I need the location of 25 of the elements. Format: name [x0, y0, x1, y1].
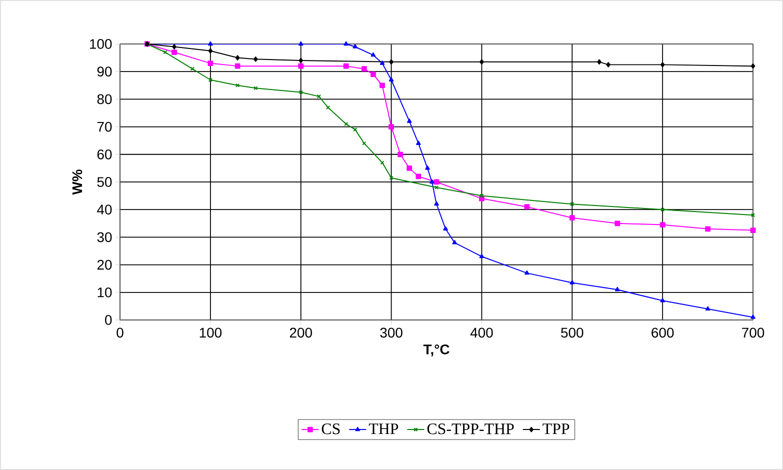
x-tick-label: 300: [380, 328, 402, 338]
y-tick-label: 30: [97, 232, 112, 242]
x-tick-label: 0: [116, 328, 124, 338]
y-tick-label: 20: [97, 260, 112, 270]
y-tick-label: 0: [105, 315, 112, 325]
y-tick-label: 100: [90, 39, 112, 49]
x-tick-label: 600: [652, 328, 674, 338]
x-tick-label: 700: [742, 328, 764, 338]
legend-label: THP: [368, 424, 398, 434]
y-tick-label: 50: [97, 177, 112, 187]
legend-label: CS-TPP-THP: [427, 424, 514, 434]
y-tick-label: 90: [97, 66, 112, 77]
x-tick-label: 200: [290, 328, 312, 338]
x-tick-label: 100: [200, 328, 222, 338]
x-tick-label: 500: [561, 328, 584, 338]
y-tick-label: 80: [97, 94, 112, 104]
x-axis-title: T,°C: [423, 344, 450, 356]
y-tick-label: 10: [98, 287, 112, 298]
y-axis-title: W%: [72, 170, 82, 195]
y-tick-label: 70: [97, 122, 112, 132]
legend-label: TPP: [542, 424, 570, 434]
legend-label: CS: [322, 424, 340, 434]
x-tick-label: 400: [470, 328, 493, 338]
y-tick-label: 60: [97, 149, 112, 160]
y-tick-label: 40: [97, 204, 112, 215]
